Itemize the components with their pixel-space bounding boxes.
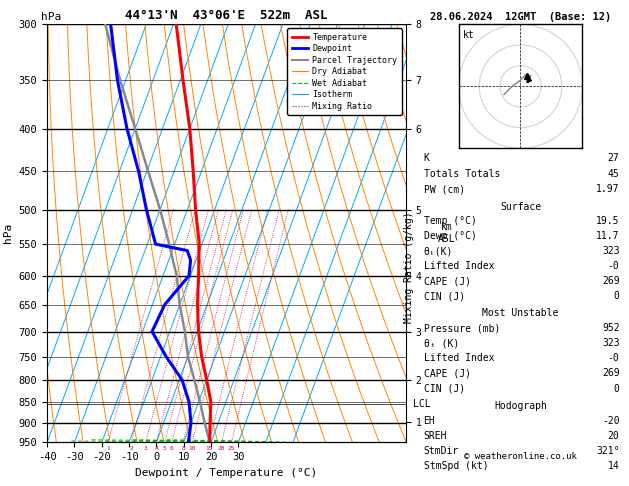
Text: -0: -0 [608, 261, 620, 271]
Text: SREH: SREH [423, 431, 447, 441]
Text: 321°: 321° [596, 446, 620, 456]
Text: CAPE (J): CAPE (J) [423, 368, 470, 379]
Text: Totals Totals: Totals Totals [423, 169, 500, 179]
Text: 45: 45 [608, 169, 620, 179]
Text: StmSpd (kt): StmSpd (kt) [423, 461, 488, 471]
Text: θₜ (K): θₜ (K) [423, 338, 459, 348]
Text: 27: 27 [608, 154, 620, 163]
Text: 8: 8 [181, 446, 185, 451]
Text: 44°13'N  43°06'E  522m  ASL: 44°13'N 43°06'E 522m ASL [125, 9, 328, 22]
Text: 0: 0 [614, 291, 620, 301]
Text: 269: 269 [602, 276, 620, 286]
Text: CIN (J): CIN (J) [423, 291, 465, 301]
Text: 14: 14 [608, 461, 620, 471]
Text: 11.7: 11.7 [596, 231, 620, 242]
Text: 1.97: 1.97 [596, 184, 620, 194]
Y-axis label: km
ASL: km ASL [438, 223, 455, 244]
Text: 19.5: 19.5 [596, 216, 620, 226]
Text: θₜ(K): θₜ(K) [423, 246, 453, 256]
Text: Dewp (°C): Dewp (°C) [423, 231, 476, 242]
Text: EH: EH [423, 416, 435, 426]
Text: Most Unstable: Most Unstable [482, 309, 559, 318]
Legend: Temperature, Dewpoint, Parcel Trajectory, Dry Adiabat, Wet Adiabat, Isotherm, Mi: Temperature, Dewpoint, Parcel Trajectory… [287, 29, 401, 115]
Text: Lifted Index: Lifted Index [423, 353, 494, 364]
Text: 20: 20 [608, 431, 620, 441]
Text: 1: 1 [106, 446, 110, 451]
Text: 5: 5 [163, 446, 167, 451]
Text: -20: -20 [602, 416, 620, 426]
Text: kt: kt [463, 31, 474, 40]
Text: 269: 269 [602, 368, 620, 379]
X-axis label: Dewpoint / Temperature (°C): Dewpoint / Temperature (°C) [135, 468, 318, 478]
Text: 323: 323 [602, 246, 620, 256]
Text: K: K [423, 154, 430, 163]
Text: 3: 3 [143, 446, 147, 451]
Text: Lifted Index: Lifted Index [423, 261, 494, 271]
Text: 28.06.2024  12GMT  (Base: 12): 28.06.2024 12GMT (Base: 12) [430, 12, 611, 22]
Text: 6: 6 [170, 446, 174, 451]
Text: Surface: Surface [500, 202, 541, 211]
Text: PW (cm): PW (cm) [423, 184, 465, 194]
Text: Hodograph: Hodograph [494, 401, 547, 411]
Text: Temp (°C): Temp (°C) [423, 216, 476, 226]
Text: CIN (J): CIN (J) [423, 383, 465, 394]
Text: 323: 323 [602, 338, 620, 348]
Text: -0: -0 [608, 353, 620, 364]
Text: CAPE (J): CAPE (J) [423, 276, 470, 286]
Text: LCL: LCL [413, 399, 430, 409]
Text: © weatheronline.co.uk: © weatheronline.co.uk [464, 452, 577, 461]
Text: Mixing Ratio (g/kg): Mixing Ratio (g/kg) [404, 211, 414, 323]
Text: 20: 20 [218, 446, 225, 451]
Text: 952: 952 [602, 323, 620, 333]
Text: 4: 4 [154, 446, 158, 451]
Text: 15: 15 [206, 446, 213, 451]
Text: 2: 2 [130, 446, 133, 451]
Text: 10: 10 [188, 446, 196, 451]
Text: 0: 0 [614, 383, 620, 394]
Text: Pressure (mb): Pressure (mb) [423, 323, 500, 333]
Text: StmDir: StmDir [423, 446, 459, 456]
Text: 25: 25 [228, 446, 235, 451]
Y-axis label: hPa: hPa [3, 223, 13, 243]
Text: hPa: hPa [41, 12, 61, 22]
